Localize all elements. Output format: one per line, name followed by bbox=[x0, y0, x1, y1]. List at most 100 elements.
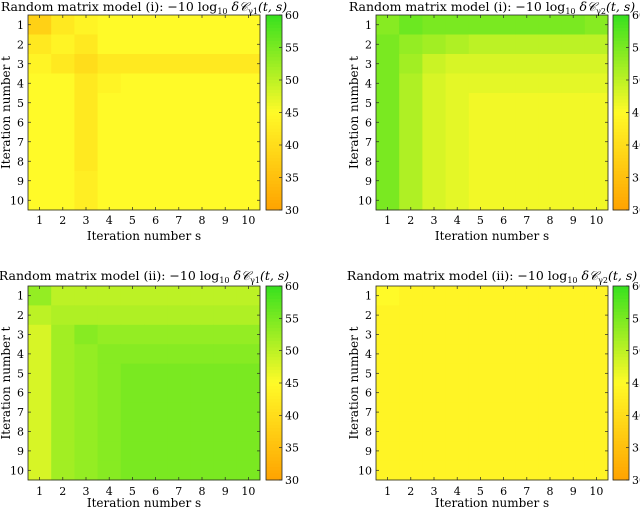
heatmap-cell bbox=[213, 15, 238, 35]
colorbar-band bbox=[613, 115, 629, 120]
heatmap-cell bbox=[144, 151, 168, 172]
heatmap-cell bbox=[445, 132, 470, 152]
heatmap-cell bbox=[236, 54, 261, 74]
heatmap-cell bbox=[492, 286, 516, 306]
colorbar-band bbox=[613, 28, 629, 32]
heatmap-cell bbox=[97, 305, 122, 326]
plot-frame bbox=[375, 14, 609, 211]
heatmap-cell bbox=[468, 15, 493, 35]
x-tick-label: 4 bbox=[106, 485, 113, 498]
heatmap-cell bbox=[422, 460, 446, 481]
heatmap-cell bbox=[561, 305, 586, 326]
colorbar-band bbox=[613, 112, 629, 117]
heatmap-cell bbox=[51, 171, 75, 191]
heatmap-cell bbox=[422, 132, 446, 152]
heatmap-cell bbox=[399, 112, 423, 133]
heatmap-cell bbox=[236, 190, 261, 211]
heatmap-cell bbox=[584, 132, 609, 152]
x-tick-label: 5 bbox=[129, 214, 136, 227]
heatmap-cell bbox=[399, 363, 423, 384]
heatmap-cell bbox=[51, 305, 75, 326]
colorbar-tick-label: 60 bbox=[632, 9, 640, 22]
colorbar-band bbox=[266, 454, 282, 458]
x-tick-label: 1 bbox=[384, 485, 391, 498]
colorbar-band bbox=[266, 347, 282, 352]
colorbar-band bbox=[613, 311, 629, 316]
heatmap-cell bbox=[167, 363, 191, 384]
colorbar-band bbox=[613, 106, 629, 110]
heatmap-cell bbox=[213, 132, 238, 152]
heatmap-cell bbox=[538, 15, 562, 35]
heatmap-cell bbox=[120, 151, 145, 172]
x-tick-label: 1 bbox=[36, 485, 43, 498]
heatmap-cell bbox=[376, 421, 400, 442]
heatmap-cell bbox=[422, 305, 446, 326]
colorbar-band bbox=[613, 399, 629, 403]
colorbar-tick-label: 55 bbox=[632, 312, 640, 325]
heatmap-cell bbox=[492, 34, 516, 55]
colorbar-band bbox=[266, 350, 282, 355]
heatmap-cell bbox=[28, 190, 52, 211]
heatmap-cell bbox=[167, 460, 191, 481]
heatmap-cell bbox=[468, 190, 493, 211]
heatmap-cell bbox=[515, 132, 539, 152]
colorbar-tick-label: 45 bbox=[285, 377, 299, 390]
colorbar-band bbox=[266, 421, 282, 426]
heatmap-cell bbox=[120, 324, 145, 345]
heatmap-cell bbox=[51, 15, 75, 35]
colorbar-band bbox=[613, 93, 629, 97]
heatmap-cell bbox=[399, 324, 423, 345]
y-tick-label: 2 bbox=[365, 309, 372, 322]
colorbar-band bbox=[613, 41, 629, 45]
colorbar-tick-label: 60 bbox=[632, 280, 640, 293]
colorbar-band bbox=[613, 200, 629, 204]
heatmap-cell bbox=[120, 34, 145, 55]
heatmap-cell bbox=[422, 54, 446, 74]
heatmap-cell bbox=[144, 73, 168, 94]
heatmap-cell bbox=[399, 73, 423, 94]
colorbar-band bbox=[266, 373, 282, 378]
colorbar-band bbox=[266, 444, 282, 449]
y-tick-label: 7 bbox=[17, 136, 24, 149]
x-tick-label: 10 bbox=[589, 485, 603, 498]
colorbar-band bbox=[266, 292, 282, 297]
colorbar-tick-label: 30 bbox=[632, 204, 640, 217]
heatmap-cell bbox=[167, 93, 191, 113]
y-tick-label: 6 bbox=[365, 116, 372, 129]
heatmap-cell bbox=[538, 132, 562, 152]
y-tick-label: 8 bbox=[17, 426, 24, 439]
heatmap-cell bbox=[213, 421, 238, 442]
heatmap-cell bbox=[236, 305, 261, 326]
heatmap-cell bbox=[584, 421, 609, 442]
colorbar-band bbox=[266, 70, 282, 74]
heatmap-cell bbox=[492, 151, 516, 172]
colorbar-band bbox=[266, 379, 282, 384]
colorbar-band bbox=[266, 473, 282, 478]
heatmap-cell bbox=[515, 151, 539, 172]
x-tick-label: 10 bbox=[241, 485, 255, 498]
x-tick-label: 7 bbox=[175, 485, 182, 498]
heatmap-cell bbox=[399, 286, 423, 306]
colorbar-tick-label: 35 bbox=[632, 442, 640, 455]
colorbar-band bbox=[613, 473, 629, 478]
colorbar-band bbox=[266, 18, 282, 22]
heatmap-cell bbox=[144, 402, 168, 423]
colorbar-band bbox=[613, 321, 629, 326]
colorbar-band bbox=[266, 24, 282, 29]
heatmap-cell bbox=[97, 441, 122, 461]
colorbar-band bbox=[266, 138, 282, 143]
colorbar-tick-label: 50 bbox=[285, 345, 299, 358]
heatmap-cell bbox=[376, 15, 400, 35]
colorbar-band bbox=[613, 60, 629, 65]
heatmap-cell bbox=[561, 15, 586, 35]
colorbar-band bbox=[613, 334, 629, 339]
heatmap-cell bbox=[190, 112, 214, 133]
heatmap-cell bbox=[74, 34, 98, 55]
heatmap-cell bbox=[51, 363, 75, 384]
heatmap-cell bbox=[538, 54, 562, 74]
heatmap-cell bbox=[376, 190, 400, 211]
heatmap-cell bbox=[445, 305, 470, 326]
heatmap-cell bbox=[51, 402, 75, 423]
heatmap-cell bbox=[144, 441, 168, 461]
